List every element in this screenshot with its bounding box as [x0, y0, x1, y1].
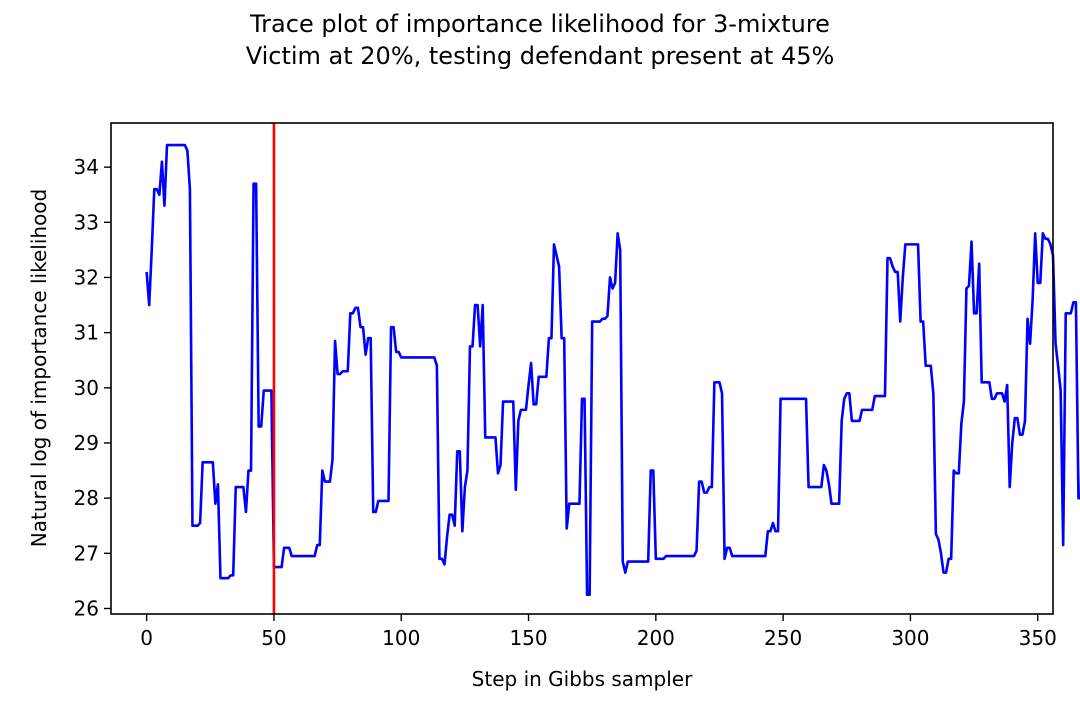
y-tick-label: 28: [74, 486, 99, 510]
axes-layer: 0 50 100 150 200 250 300 350 26 27 28 29 30 31 32 33 34: [74, 122, 1057, 650]
x-tick-label: 200: [637, 626, 675, 650]
y-axis-label: Natural log of importance likelihood: [27, 189, 51, 547]
series-line-0: [145, 143, 1080, 596]
x-tick-label: 0: [140, 626, 153, 650]
y-tick-label: 27: [74, 541, 99, 565]
chart-subtitle: Victim at 20%, testing defendant present…: [245, 42, 835, 70]
x-tick-label: 50: [261, 626, 286, 650]
plot-frame: [110, 122, 1054, 615]
x-tick-label: 150: [509, 626, 547, 650]
x-tick-label: 350: [1019, 626, 1057, 650]
y-tick-label: 34: [74, 155, 99, 179]
x-tick-label: 250: [764, 626, 802, 650]
y-tick-label: 33: [74, 210, 99, 234]
plot-layer: [145, 123, 1080, 614]
x-axis-label: Step in Gibbs sampler: [472, 667, 693, 691]
x-tick-label: 100: [382, 626, 420, 650]
y-tick-label: 29: [74, 431, 99, 455]
y-tick-label: 30: [74, 376, 99, 400]
y-tick-label: 31: [74, 321, 99, 345]
chart-title: Trace plot of importance likelihood for …: [250, 10, 830, 38]
x-tick-label: 300: [891, 626, 929, 650]
y-tick-label: 32: [74, 265, 99, 289]
y-tick-label: 26: [74, 596, 99, 620]
